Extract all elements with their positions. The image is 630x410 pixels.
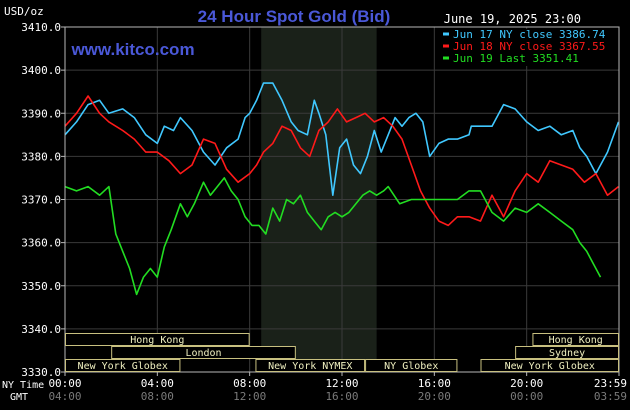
market-session-bar <box>255 359 366 372</box>
market-session-bar <box>515 346 619 359</box>
ny-time-tick-label: 20:00 <box>510 377 543 390</box>
legend-label-jun17: Jun 17 NY close 3386.74 <box>453 28 606 41</box>
gmt-tick-label: 00:00 <box>510 390 543 403</box>
y-tick-label: 3360.0 <box>21 237 61 250</box>
market-session-label: Hong Kong <box>130 335 184 346</box>
y-tick-label: 3410.0 <box>21 21 61 34</box>
chart-title: 24 Hour Spot Gold (Bid) <box>198 7 391 26</box>
gmt-tick-label: 04:00 <box>48 390 81 403</box>
legend-background <box>440 29 617 66</box>
legend-label-jun19: Jun 19 Last 3351.41 <box>453 52 579 65</box>
ny-time-tick-label: 16:00 <box>418 377 451 390</box>
series-line-3 <box>64 177 602 296</box>
y-tick-label: 3330.0 <box>21 366 61 379</box>
market-session-bar <box>65 359 181 372</box>
market-session-bar <box>532 333 619 346</box>
legend-label-jun18: Jun 18 NY close 3367.55 <box>453 40 605 53</box>
market-session-bar <box>365 359 458 372</box>
series-layer <box>64 82 620 296</box>
market-session-bar <box>111 346 296 359</box>
market-session-label: Hong Kong <box>549 335 603 346</box>
series-line-1 <box>64 82 620 196</box>
kitco-watermark: www.kitco.com <box>70 40 194 59</box>
y-tick-label: 3390.0 <box>21 107 61 120</box>
legend: Jun 17 NY close 3386.74 Jun 18 NY close … <box>440 28 617 66</box>
y-tick-label: 3400.0 <box>21 64 61 77</box>
gmt-label: GMT <box>10 392 28 403</box>
gmt-tick-label: 20:00 <box>418 390 451 403</box>
chart-date: June 19, 2025 23:00 <box>444 12 581 26</box>
y-axis-unit: USD/oz <box>4 5 44 18</box>
ny-time-label: NY Time <box>2 380 44 391</box>
ny-time-tick-label: 12:00 <box>325 377 358 390</box>
grid-layer <box>65 26 619 373</box>
ny-time-tick-label: 08:00 <box>233 377 266 390</box>
market-session-label: London <box>185 348 221 359</box>
market-session-label: New York NYMEX <box>268 361 352 372</box>
series-line-2 <box>64 95 619 227</box>
gmt-tick-label: 16:00 <box>325 390 358 403</box>
y-tick-label: 3370.0 <box>21 194 61 207</box>
market-session-label: Sydney <box>549 348 585 359</box>
ny-time-tick-label: 04:00 <box>141 377 174 390</box>
gmt-tick-label: 12:00 <box>233 390 266 403</box>
market-session-label: New York Globex <box>78 361 168 372</box>
ny-time-tick-label: 23:59 <box>594 377 627 390</box>
market-session-label: New York Globex <box>505 361 595 372</box>
market-session-bar <box>65 333 250 346</box>
y-tick-label: 3380.0 <box>21 150 61 163</box>
market-session-label: NY Globex <box>384 361 438 372</box>
x-axis: 00:0004:0004:0008:0008:0012:0012:0016:00… <box>48 372 627 403</box>
gmt-tick-label: 03:59 <box>594 390 627 403</box>
y-tick-label: 3350.0 <box>21 280 61 293</box>
ny-time-tick-label: 00:00 <box>48 377 81 390</box>
y-tick-label: 3340.0 <box>21 323 61 336</box>
gmt-tick-label: 08:00 <box>141 390 174 403</box>
y-axis: 3330.0 3340.0 3350.0 3360.0 3370.0 3380.0 3390… <box>21 21 65 379</box>
market-session-bar <box>480 359 619 372</box>
